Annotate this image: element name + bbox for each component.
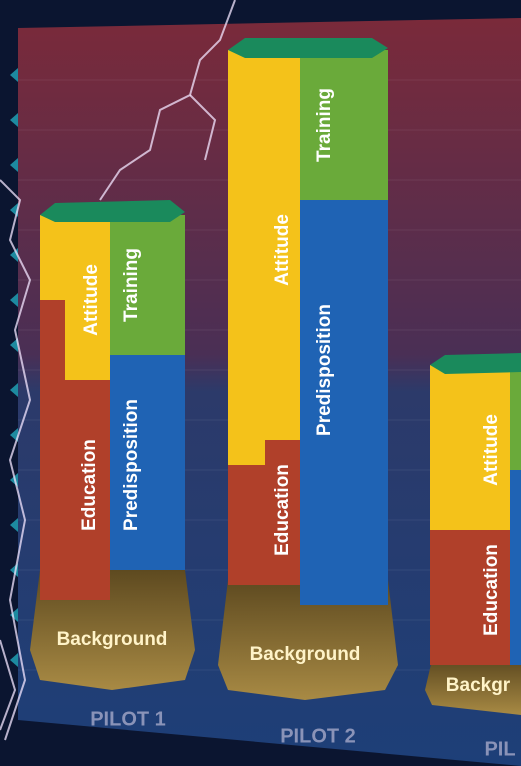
education-label: Education [272,464,293,556]
education-segment [430,530,510,665]
column-label: PILOT 1 [90,708,166,730]
attitude-segment [430,365,510,530]
training-segment [110,215,185,355]
base-segment [425,660,521,715]
top-cap [228,38,388,58]
background-label: Background [250,644,361,665]
column: Attitude Training Education Predispositi… [218,38,398,747]
predisposition-segment [110,355,185,570]
edge-markers [10,68,18,667]
attitude-segment [228,50,300,465]
lightning [0,0,236,741]
predisposition-segment [510,470,521,665]
base-segment [218,580,398,700]
column-label: PIL [484,738,515,760]
training-label: Training [314,88,335,162]
predisposition-label: Predisposition [314,304,335,436]
predisposition-label: Predisposition [121,399,142,531]
training-segment [510,365,521,470]
training-label: Training [121,248,142,322]
column: Attitude Education Backgr PIL [425,353,521,760]
attitude-segment [40,215,110,380]
predisposition-segment [300,200,388,605]
background-label: Background [57,629,168,650]
attitude-label: Attitude [481,414,502,486]
top-cap [40,200,185,222]
column-label: PILOT 2 [280,725,356,747]
education-label: Education [481,544,502,636]
top-cap [430,353,521,374]
attitude-label: Attitude [81,264,102,336]
column: Attitude Training Education Predispositi… [30,200,195,730]
training-segment [300,50,388,200]
background-label: Backgr [446,675,511,696]
education-label: Education [79,439,100,531]
attitude-label: Attitude [272,214,293,286]
